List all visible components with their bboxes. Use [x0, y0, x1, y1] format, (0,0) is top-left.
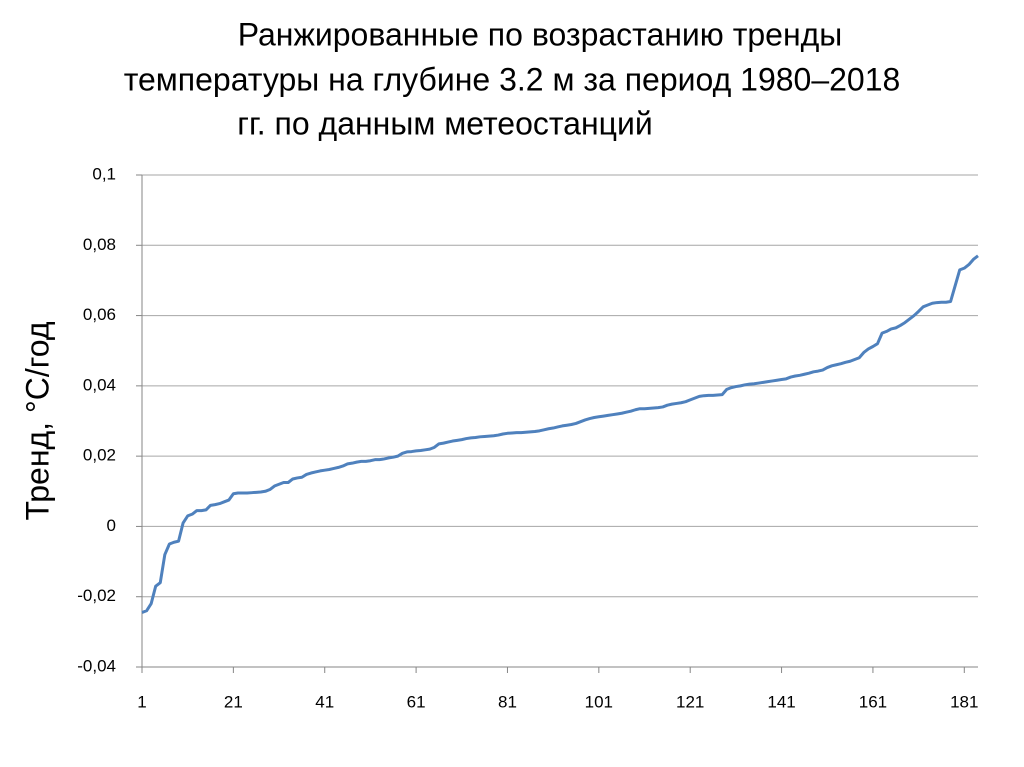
y-tick-label: 0,02: [83, 446, 116, 465]
y-axis-label: Тренд, °C/год: [19, 321, 55, 520]
y-tick-label: -0,02: [77, 586, 116, 605]
x-tick-label: 101: [585, 692, 613, 711]
x-tick-label: 121: [676, 692, 704, 711]
y-tick-label: -0,04: [77, 656, 116, 675]
data-line: [141, 254, 979, 614]
chart-title: гг. по данным метеостанций: [237, 105, 652, 141]
chart-title: Ранжированные по возрастанию тренды: [238, 16, 843, 52]
x-tick-label: 41: [315, 692, 334, 711]
y-tick-label: 0,1: [92, 164, 116, 183]
x-tick-label: 81: [498, 692, 517, 711]
x-tick-label: 161: [859, 692, 887, 711]
y-tick-label: 0,08: [83, 235, 116, 254]
chart-title: температуры на глубине 3.2 м за период 1…: [124, 61, 901, 97]
x-tick-label: 141: [767, 692, 795, 711]
x-tick-label: 181: [950, 692, 978, 711]
y-tick-label: 0: [107, 516, 116, 535]
y-tick-label: 0,04: [83, 375, 116, 394]
x-tick-label: 61: [407, 692, 426, 711]
y-tick-label: 0,06: [83, 305, 116, 324]
x-tick-label: 21: [224, 692, 243, 711]
x-tick-label: 1: [137, 692, 146, 711]
